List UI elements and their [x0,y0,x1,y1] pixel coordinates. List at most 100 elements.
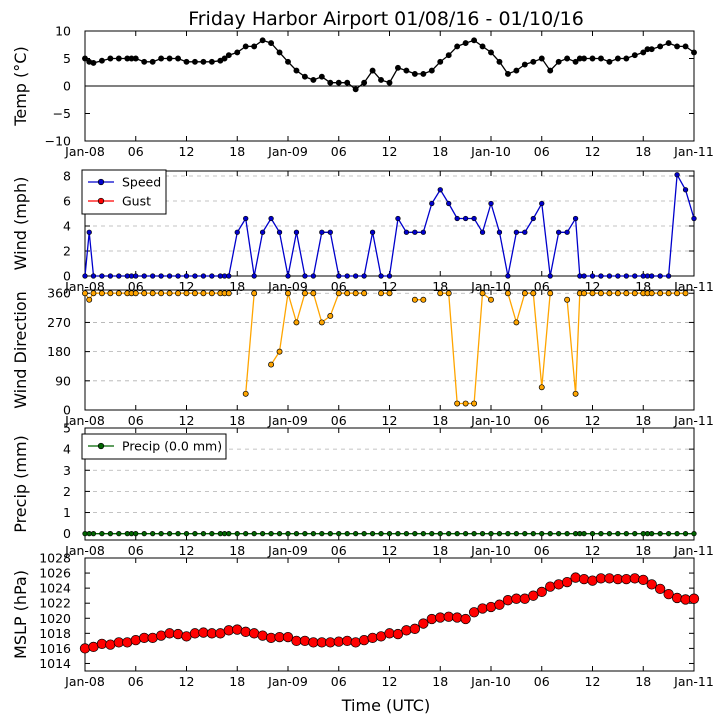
data-point [158,290,165,297]
data-point [115,290,122,297]
data-point [530,290,537,297]
data-point [105,639,116,650]
data-point [336,273,342,279]
data-point [249,628,260,639]
data-point [496,58,503,65]
data-point [268,215,274,222]
data-point [344,290,351,297]
data-point [606,531,613,537]
data-point [310,290,317,297]
data-point [175,55,181,62]
data-point [403,67,410,74]
data-point [183,273,190,279]
data-point [192,273,198,279]
data-point [395,215,401,222]
data-point [488,531,494,537]
data-point [665,40,672,47]
data-point [691,215,697,222]
x-tick-label: Jan-08 [64,413,105,428]
data-point [90,59,97,66]
y-tick-label: 1026 [39,566,71,581]
data-point [437,290,444,297]
x-tick-label: 06 [331,543,347,558]
y-tick-label: 4 [63,442,71,457]
data-point [674,290,681,297]
data-point [259,229,266,235]
data-point [319,531,325,537]
x-tick-label: Jan-10 [470,543,511,558]
data-point [208,290,215,297]
data-point [561,576,573,588]
data-point [538,384,545,391]
data-point [107,55,114,62]
x-tick-label: 06 [128,413,144,428]
data-point [504,290,511,297]
data-point [293,67,300,74]
data-point [443,611,454,622]
y-axis-label: MSLP (hPa) [11,570,30,659]
data-point [150,273,156,279]
data-point [646,579,657,590]
data-point [243,215,249,222]
y-tick-label: 90 [55,373,71,388]
data-point [107,290,114,297]
x-tick-label: Jan-10 [470,144,511,159]
data-point [412,531,418,537]
data-point [691,49,697,56]
data-point [99,531,105,537]
x-tick-label: Jan-10 [470,674,511,689]
x-tick-label: 06 [534,144,550,159]
data-point [598,55,604,62]
data-point [522,229,528,235]
data-point [141,531,147,537]
data-point [631,52,638,59]
x-tick-label: 12 [382,144,398,159]
data-point [183,290,190,297]
data-point [251,43,258,50]
legend-box [81,169,167,215]
data-point [657,273,663,279]
data-point [564,296,571,303]
x-tick-label: 12 [585,144,601,159]
data-point [98,290,105,297]
data-point [504,70,511,77]
data-point [82,290,88,297]
data-point [426,613,437,625]
data-point [166,273,173,279]
x-tick-label: Jan-11 [673,413,714,428]
data-point [437,187,443,193]
data-point [158,55,165,62]
data-point [446,531,452,537]
data-point [319,229,325,235]
y-tick-label: 1020 [39,611,71,626]
x-tick-label: 18 [432,543,448,558]
data-point [276,348,283,355]
data-point [221,55,228,62]
legend: Speed Gust [81,169,167,215]
data-point [223,625,234,636]
data-point [361,531,367,537]
x-tick-label: 18 [229,413,245,428]
data-point [454,43,461,50]
data-point [581,290,587,297]
data-point [132,290,139,297]
y-tick-label: 1014 [39,656,71,671]
data-point [198,627,209,638]
x-tick-label: 12 [179,144,195,159]
data-point [513,319,520,326]
x-tick-label: 06 [534,413,550,428]
data-point [615,273,621,279]
data-point [242,390,249,397]
data-point [553,579,564,590]
data-point [276,229,283,235]
data-point [192,531,198,537]
y-tick-label: −10 [45,134,71,149]
data-point [141,58,148,65]
legend-label: Speed [122,175,161,190]
x-tick-label: Jan-10 [470,413,511,428]
data-point [107,531,114,537]
data-point [234,49,241,56]
data-point [285,273,291,279]
data-point [200,290,207,297]
y-tick-label: 360 [47,286,71,301]
